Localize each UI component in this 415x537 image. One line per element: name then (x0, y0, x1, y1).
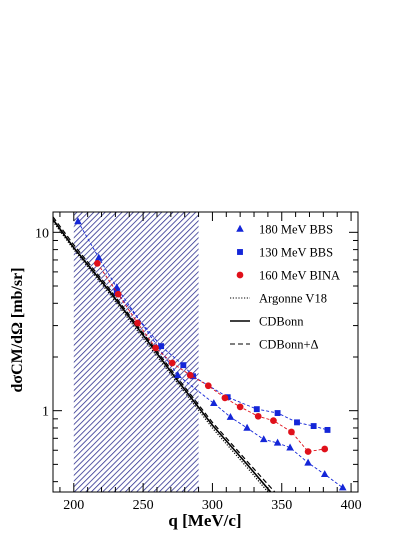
data-point (186, 371, 194, 379)
data-point (304, 458, 312, 466)
data-point (94, 253, 103, 261)
data-point (152, 344, 159, 352)
curve-cdbonn (53, 216, 276, 492)
series-180-mev-bbs (74, 217, 347, 491)
data-point (304, 448, 312, 455)
y-axis-label: dσCM/dΩ [mb/sr] (9, 267, 26, 392)
data-point (321, 445, 329, 453)
data-point (94, 259, 101, 267)
data-point (274, 410, 281, 416)
legend-entry: 160 MeV BINA (236, 269, 340, 283)
axes-layer: 200 250 300 350 400 1 10 (35, 212, 362, 513)
legend-label: 160 MeV BINA (259, 269, 340, 283)
legend-label: 130 MeV BBS (259, 246, 333, 260)
data-point (254, 412, 262, 420)
data-point (226, 412, 235, 420)
legend-label: 180 MeV BBS (259, 223, 333, 237)
data-point (270, 417, 277, 424)
x-tick-label: 250 (133, 498, 154, 513)
x-tick-label: 200 (63, 498, 84, 513)
legend: 180 MeV BBS 130 MeV BBS 160 MeV BINA Argonn… (230, 223, 340, 352)
curve-cdbonn (53, 219, 272, 492)
legend-label: Argonne V18 (259, 292, 327, 306)
series-line (97, 263, 325, 453)
data-point (320, 470, 329, 478)
data-point (324, 426, 331, 433)
plot-frame (52, 211, 359, 493)
shaded-q-band (73, 212, 199, 492)
data-point (114, 290, 122, 298)
data-point (338, 483, 347, 491)
data-point (173, 371, 182, 378)
series-line (116, 292, 328, 431)
x-axis-label: q [MeV/c] (168, 511, 241, 530)
y-tick-label: 1 (42, 405, 49, 420)
data-point (253, 406, 260, 413)
series-160-mev-bina (94, 259, 329, 455)
data-point (158, 343, 165, 350)
legend-label: CDBonn (259, 315, 304, 329)
x-tick-label: 300 (202, 498, 223, 513)
x-tick-label: 350 (271, 498, 292, 513)
data-point (74, 217, 82, 225)
legend-entry: 180 MeV BBS (236, 223, 333, 237)
data-point (134, 319, 141, 327)
data-point (236, 403, 244, 411)
legend-entry: 130 MeV BBS (237, 246, 333, 260)
data-point (310, 423, 317, 429)
data-point (273, 438, 282, 446)
data-point (221, 394, 229, 402)
legend-entry: CDBonn (230, 315, 304, 329)
data-point (210, 399, 218, 407)
y-tick-label: 10 (35, 226, 49, 241)
legend-swatch (236, 271, 244, 279)
legend-label: CDBonn+Δ (259, 338, 319, 352)
legend-swatch (236, 224, 244, 232)
x-tick-label: 400 (341, 498, 362, 513)
data-point (259, 435, 268, 443)
data-point (288, 428, 295, 436)
data-point (204, 382, 212, 390)
data-point (168, 359, 176, 367)
legend-entry: Argonne V18 (230, 292, 327, 306)
data-point (243, 423, 251, 431)
data-point (286, 443, 294, 451)
data-series-layer (74, 217, 347, 491)
legend-swatch (237, 249, 243, 255)
shaded-band-layer (73, 212, 199, 492)
legend-entry: CDBonn+Δ (230, 338, 319, 352)
data-point (180, 362, 187, 369)
data-point (294, 419, 300, 426)
theory-curves-layer (53, 216, 276, 492)
